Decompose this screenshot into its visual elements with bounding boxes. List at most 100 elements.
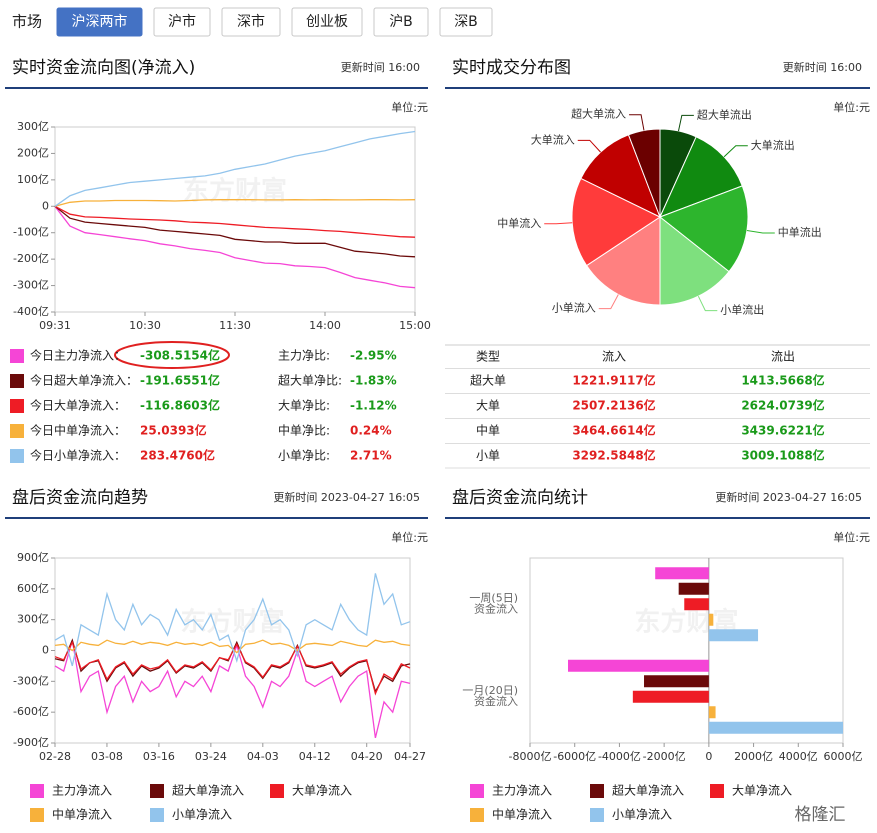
series-line	[54, 130, 416, 207]
slice-label: 中单流入	[497, 216, 541, 230]
summary-value: 283.4760亿	[140, 448, 215, 463]
brand: 格隆汇	[795, 805, 846, 825]
tab-label: 沪市	[168, 13, 196, 30]
y-tick-label: -300亿	[13, 674, 49, 687]
slice-label: 超大单流出	[697, 107, 752, 121]
leader-line	[598, 294, 619, 310]
market-tab[interactable]: 沪B	[373, 7, 429, 37]
table-header: 流出	[771, 350, 795, 364]
ratio-label: 大单净比:	[278, 399, 330, 413]
table-cell: 1221.9117亿	[572, 373, 655, 388]
summary-swatch	[10, 424, 24, 438]
tab-box	[221, 7, 281, 37]
table-cell: 3292.5848亿	[572, 448, 655, 463]
summary-label: 今日小单净流入：	[30, 448, 126, 463]
legend-swatch	[470, 808, 484, 822]
x-tick-label: 4000亿	[779, 750, 818, 763]
market-tab[interactable]: 深B	[439, 7, 493, 37]
bar	[708, 706, 716, 719]
legend-label: 中单净流入	[52, 807, 112, 822]
legend-label: 中单净流入	[492, 807, 552, 822]
summary-swatch	[10, 449, 24, 463]
market-tab[interactable]: 沪市	[153, 7, 211, 37]
table-cell: 中单	[476, 423, 500, 438]
unit-label: 单位:元	[833, 530, 870, 544]
y-tick-label: 0	[42, 644, 49, 657]
watermark: 东方财富	[183, 176, 287, 207]
summary-swatch	[10, 349, 24, 363]
x-tick-label: 03-24	[195, 750, 227, 763]
x-tick-label: 10:30	[129, 319, 161, 332]
bar	[684, 598, 709, 611]
bar	[708, 613, 714, 626]
x-tick-label: 2000亿	[734, 750, 773, 763]
x-tick-label: 15:00	[399, 319, 431, 332]
series-line	[54, 205, 416, 238]
market-tab[interactable]: 沪深两市	[56, 7, 143, 37]
pie-slice	[659, 215, 730, 306]
bar	[568, 659, 709, 672]
tab-box	[291, 7, 363, 37]
update-time: 更新时间 16:00	[341, 60, 420, 74]
bar	[678, 582, 709, 595]
legend-swatch	[270, 784, 284, 798]
legend-label: 主力净流入	[492, 784, 552, 798]
summary-value: 25.0393亿	[140, 423, 207, 438]
x-tick-label: 04-03	[247, 750, 279, 763]
x-tick-label: 11:30	[219, 319, 251, 332]
x-tick-label: 6000亿	[824, 750, 863, 763]
category-label: 资金流入	[474, 694, 518, 708]
slice-label: 大单流入	[531, 132, 575, 146]
tab-box	[153, 7, 211, 37]
y-tick-label: -400亿	[13, 305, 49, 318]
x-tick-label: -4000亿	[598, 750, 641, 763]
bar	[644, 675, 709, 688]
x-tick-label: -8000亿	[509, 750, 552, 763]
summary-swatch	[10, 374, 24, 388]
y-tick-label: 300亿	[17, 120, 49, 133]
x-tick-label: 04-20	[351, 750, 383, 763]
legend-swatch	[30, 808, 44, 822]
x-tick-label: 0	[705, 750, 712, 763]
ratio-value: -1.12%	[350, 399, 397, 413]
y-tick-label: 300亿	[17, 613, 49, 626]
table-cell: 2624.0739亿	[741, 398, 824, 413]
leader-line	[746, 230, 775, 234]
tab-box	[56, 7, 143, 37]
pie-slice	[659, 136, 743, 218]
leader-line	[723, 145, 748, 158]
summary-swatch	[10, 399, 24, 413]
summary-value: -116.8603亿	[140, 398, 220, 413]
update-time: 更新时间 2023-04-27 16:05	[715, 490, 862, 504]
legend-swatch	[150, 808, 164, 822]
x-tick-label: 09:31	[39, 319, 71, 332]
ratio-label: 超大单净比:	[278, 373, 342, 388]
slice-label: 超大单流入	[571, 107, 626, 121]
summary-label: 今日大单净流入：	[30, 398, 126, 413]
x-tick-label: -6000亿	[553, 750, 596, 763]
table-header: 流入	[602, 350, 626, 364]
bar	[708, 629, 759, 642]
highlight-circle	[114, 341, 230, 369]
x-tick-label: 14:00	[309, 319, 341, 332]
category-label: 一周(5日)	[469, 591, 518, 604]
legend-label: 大单净流入	[292, 784, 352, 798]
unit-label: 单位:元	[833, 100, 870, 114]
ratio-value: 2.71%	[350, 449, 392, 463]
bar	[632, 690, 709, 703]
series-line	[54, 199, 416, 207]
slice-label: 中单流出	[778, 225, 822, 239]
summary-value: -191.6551亿	[140, 373, 220, 388]
market-tab[interactable]: 创业板	[291, 7, 363, 37]
y-tick-label: 100亿	[17, 173, 49, 186]
market-tab[interactable]: 深市	[221, 7, 281, 37]
table-cell: 3439.6221亿	[741, 423, 824, 438]
summary-value: -308.5154亿	[140, 348, 220, 363]
legend-label: 主力净流入	[52, 784, 112, 798]
plot-frame	[54, 126, 416, 313]
category-label: 一月(20日)	[462, 684, 518, 697]
y-tick-label: -300亿	[13, 279, 49, 292]
y-tick-label: 0	[42, 199, 49, 212]
ratio-label: 主力净比:	[278, 349, 330, 363]
